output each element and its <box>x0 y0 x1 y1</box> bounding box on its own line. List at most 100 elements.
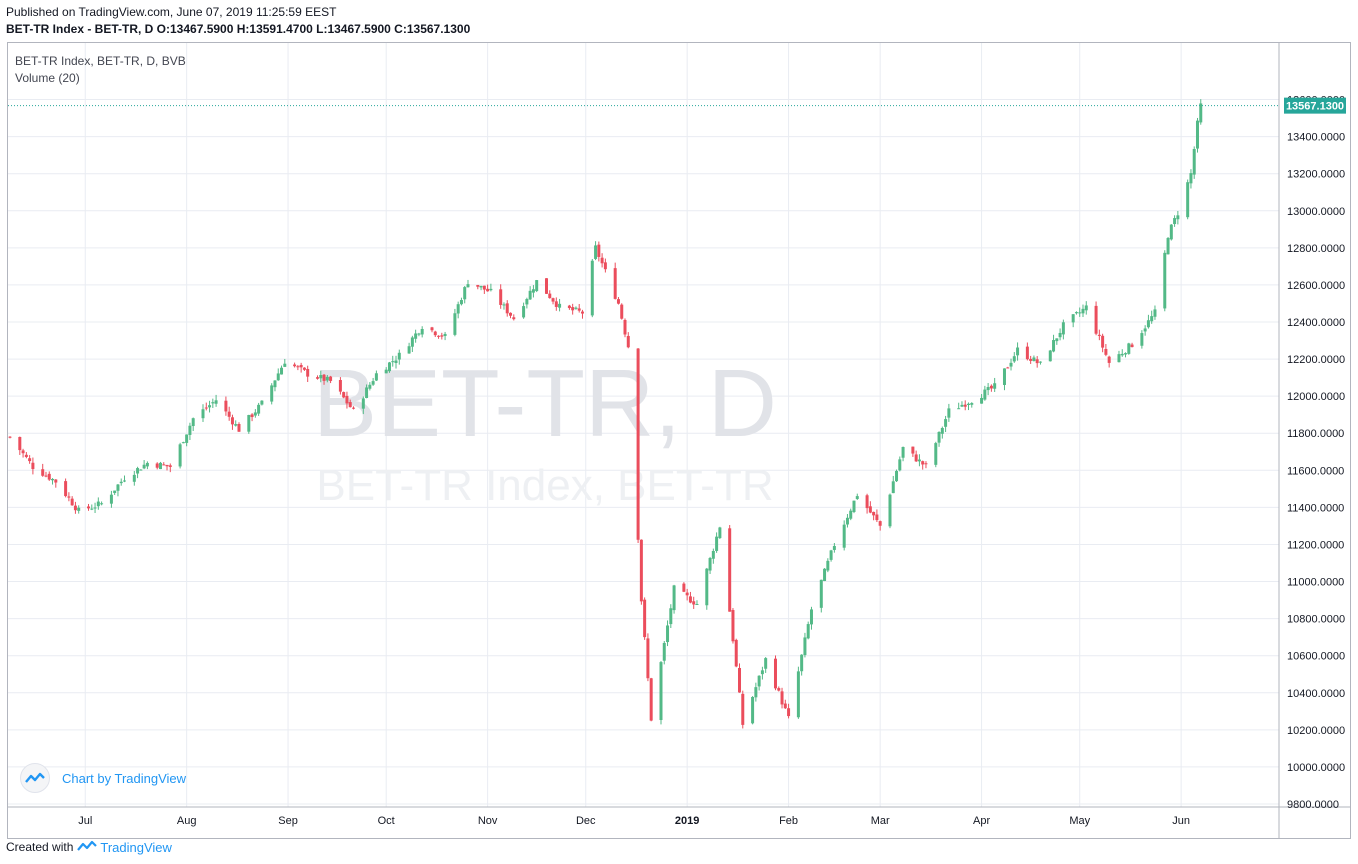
candle-body <box>204 407 208 409</box>
candle-body <box>459 300 463 305</box>
candle-body <box>70 498 74 506</box>
grid <box>8 43 1279 807</box>
candle-body <box>940 428 944 434</box>
candle-body <box>87 506 91 509</box>
candle-body <box>273 380 277 388</box>
x-tick-label: Jul <box>78 815 92 827</box>
candle-body <box>1104 348 1108 355</box>
candle-body <box>924 463 928 465</box>
candle-body <box>499 289 503 305</box>
candle-body <box>819 579 823 608</box>
candle-body <box>139 469 143 471</box>
candle-body <box>443 333 447 336</box>
candle-body <box>544 278 548 294</box>
candle-body <box>342 392 346 398</box>
candle-body <box>944 419 948 427</box>
candle-body <box>718 527 722 539</box>
chart-by-tradingview-badge[interactable]: Chart by TradingView <box>20 762 186 794</box>
time-axis[interactable]: Jul Aug Sep Oct Nov Dec 2019 Feb Mar Apr May Jun <box>78 815 1190 827</box>
candle-body <box>420 328 424 335</box>
candle-body <box>247 414 251 432</box>
candle-body <box>705 568 709 606</box>
candle-body <box>806 624 810 639</box>
candle-body <box>1117 354 1121 363</box>
candle-body <box>728 528 732 612</box>
x-tick-label: Apr <box>973 815 990 827</box>
candle-body <box>502 304 506 306</box>
candle-body <box>1192 149 1196 175</box>
candle-body <box>898 459 902 471</box>
candle-body <box>616 299 620 304</box>
candle-body <box>489 288 493 291</box>
candle-body <box>957 408 961 410</box>
candle-body <box>960 404 964 407</box>
candle-body <box>567 305 571 309</box>
candle-body <box>1146 320 1150 328</box>
candle-body <box>1130 344 1134 348</box>
candle-body <box>571 307 575 311</box>
candle-body <box>433 331 437 336</box>
candle-body <box>947 408 951 418</box>
chart-frame[interactable]: BET-TR, D BET-TR Index, BET-TR 9800.0000… <box>7 42 1351 839</box>
candle-body <box>466 284 470 288</box>
candle-body <box>394 360 398 364</box>
candle-body <box>1012 356 1016 362</box>
candle-body <box>855 496 859 499</box>
legend-volume[interactable]: Volume (20) <box>15 71 80 85</box>
price-chart[interactable]: BET-TR, D BET-TR Index, BET-TR 9800.0000… <box>8 43 1350 838</box>
candle-body <box>558 303 562 308</box>
candle-body <box>1153 309 1157 317</box>
candle-body <box>669 608 673 625</box>
candle-body <box>325 376 329 381</box>
candle-body <box>24 454 28 457</box>
candle-body <box>620 304 624 319</box>
candle-body <box>165 464 169 467</box>
candle-body <box>122 480 126 482</box>
candle-body <box>257 404 261 414</box>
candle-body <box>688 596 692 603</box>
candle-body <box>414 333 418 339</box>
x-tick-label: Aug <box>177 815 197 827</box>
candle-body <box>531 289 535 293</box>
candle-body <box>646 638 650 679</box>
candle-body <box>777 688 781 691</box>
candle-body <box>603 262 607 270</box>
candle-body <box>868 506 872 513</box>
candle-body <box>417 333 421 335</box>
published-info: Published on TradingView.com, June 07, 2… <box>6 5 337 19</box>
tradingview-footer-brand[interactable]: TradingView <box>100 839 172 855</box>
candle-body <box>525 299 529 305</box>
candle-body <box>1150 316 1154 322</box>
y-tick-label: 12200.0000 <box>1287 354 1345 366</box>
ohlc-summary: BET-TR Index - BET-TR, D O:13467.5900 H:… <box>6 22 471 36</box>
last-price-box <box>1284 97 1346 114</box>
candle-body <box>741 693 745 725</box>
candle-body <box>921 461 925 465</box>
x-tick-label: Nov <box>478 815 498 827</box>
legend-symbol[interactable]: BET-TR Index, BET-TR, D, BVB <box>15 54 186 68</box>
candle-body <box>832 546 836 550</box>
tradingview-footer-icon <box>77 840 98 855</box>
candle-body <box>293 364 297 367</box>
candle-body <box>296 366 300 368</box>
candle-body <box>1189 173 1193 184</box>
y-tick-label: 10800.0000 <box>1287 614 1345 626</box>
candle-body <box>796 671 800 718</box>
candle-body <box>554 301 558 307</box>
candle-body <box>260 400 264 405</box>
candle-body <box>849 510 853 519</box>
candle-body <box>731 610 735 642</box>
candle-body <box>1025 346 1029 360</box>
price-axis[interactable]: 9800.0000 10000.0000 10200.0000 10400.0000 1… <box>1287 95 1345 811</box>
candle-body <box>227 411 231 417</box>
candle-body <box>966 403 970 405</box>
candle-body <box>852 500 856 513</box>
y-tick-label: 10600.0000 <box>1287 651 1345 663</box>
candle-body <box>100 503 104 505</box>
candle-body <box>407 346 411 354</box>
candles <box>8 99 1203 729</box>
y-tick-label: 13000.0000 <box>1287 206 1345 218</box>
candle-body <box>548 293 552 299</box>
candle-body <box>626 335 630 348</box>
candle-body <box>1016 347 1020 356</box>
